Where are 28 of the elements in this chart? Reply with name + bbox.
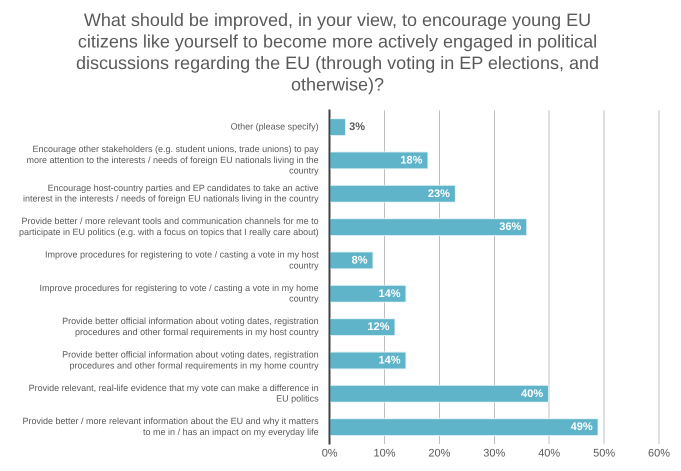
data-label: 3% (349, 121, 366, 134)
data-label: 18% (400, 154, 423, 166)
y-tick-label: Encourage host-country parties and EP candidates to take an active interest in the interests / needs of foreign EU nationals living in the country (22, 182, 320, 204)
y-tick-label: Provide better / more relevant information about the EU and why it matters to me in / has an impact on my everyday life (22, 416, 320, 438)
x-tick-label: 40% (538, 447, 560, 460)
data-label: 14% (378, 354, 401, 366)
y-tick-label: Provide relevant, real-life evidence that my vote can make a difference in EU politics (28, 382, 320, 404)
data-label: 49% (570, 421, 593, 434)
y-tick-label: Other (please specify) (230, 122, 319, 132)
x-tick-label: 0% (322, 447, 338, 460)
x-tick-label: 10% (374, 447, 396, 460)
y-tick-label: Improve procedures for registering to vote / casting a vote in my home country (40, 282, 320, 304)
data-label: 23% (428, 188, 450, 200)
data-label: 8% (352, 254, 368, 266)
x-tick-label: 20% (428, 447, 451, 460)
data-label: 12% (367, 321, 390, 334)
data-label: 40% (521, 388, 544, 400)
x-tick-label: 30% (483, 447, 506, 460)
data-label: 36% (499, 221, 522, 234)
y-tick-label: Encourage other stakeholders (e.g. student unions, trade unions) to pay more attention to the interests / needs of foreign EU nationals living in the country (26, 144, 320, 176)
y-tick-label: Provide better official information about voting dates, registration procedures and other formal requirements in my home country (62, 350, 320, 370)
y-tick-label: Improve procedures for registering to vote / casting a vote in my host country (45, 250, 320, 270)
x-tick-label: 50% (593, 447, 616, 460)
y-tick-label: Provide better / more relevant tools and communication channels for me to participate in EU politics (e.g. with a focus on topics that I really care about) (18, 216, 319, 237)
data-label: 14% (378, 288, 401, 300)
x-tick-label: 60% (648, 447, 670, 460)
y-tick-label: Provide better official information about voting dates, registration procedures and other formal requirements in my host country (62, 316, 320, 337)
chart-title: What should be improved, in your view, to encourage young EU citizens like yourself to become more actively engaged in political discussions regarding the EU (through voting in EP elections, and otherwise)? (76, 10, 599, 95)
